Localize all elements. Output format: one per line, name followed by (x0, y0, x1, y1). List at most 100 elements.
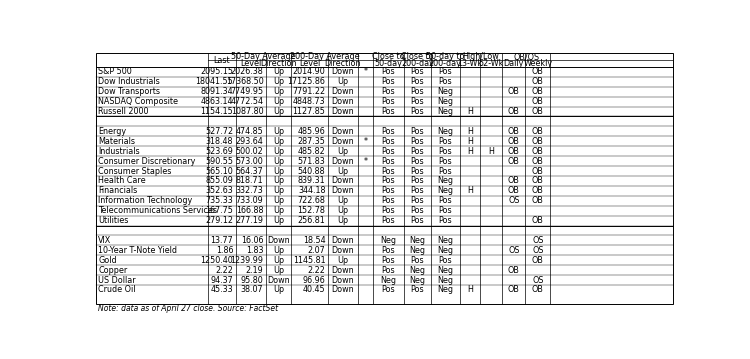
Text: Close to: Close to (372, 52, 404, 61)
Text: 2095.15: 2095.15 (200, 67, 233, 76)
Text: Pos: Pos (382, 196, 395, 205)
Text: Neg: Neg (437, 97, 453, 106)
Text: Up: Up (273, 87, 284, 96)
Text: Financials: Financials (98, 186, 138, 195)
Text: OB: OB (532, 196, 544, 205)
Text: S&P 500: S&P 500 (98, 67, 132, 76)
Text: Pos: Pos (410, 186, 424, 195)
Text: Down: Down (332, 176, 354, 185)
Text: Level: Level (299, 59, 320, 68)
Text: 485.96: 485.96 (298, 127, 326, 136)
Text: 540.88: 540.88 (298, 167, 326, 176)
Text: 2.07: 2.07 (308, 246, 326, 255)
Text: Note: data as of April 27 close. Source: FactSet: Note: data as of April 27 close. Source:… (98, 304, 278, 313)
Text: Direction: Direction (260, 59, 297, 68)
Text: Down: Down (332, 266, 354, 275)
Text: Energy: Energy (98, 127, 127, 136)
Text: Pos: Pos (410, 196, 424, 205)
Text: Down: Down (332, 67, 354, 76)
Text: 4772.54: 4772.54 (230, 97, 263, 106)
Text: Pos: Pos (382, 67, 395, 76)
Text: OB: OB (508, 285, 520, 294)
Text: 152.78: 152.78 (298, 206, 326, 215)
Text: 527.72: 527.72 (205, 127, 233, 136)
Text: Close to: Close to (401, 52, 433, 61)
Text: Pos: Pos (410, 97, 424, 106)
Text: 17368.50: 17368.50 (226, 77, 263, 86)
Text: 166.88: 166.88 (236, 206, 263, 215)
Text: 733.09: 733.09 (236, 196, 263, 205)
Text: Down: Down (332, 127, 354, 136)
Text: 200-Day Average: 200-Day Average (290, 52, 359, 61)
Text: Down: Down (332, 97, 354, 106)
Text: Pos: Pos (410, 87, 424, 96)
Text: Pos: Pos (410, 167, 424, 176)
Text: OB/OS: OB/OS (513, 52, 539, 61)
Text: Neg: Neg (437, 236, 453, 245)
Text: 45.33: 45.33 (211, 285, 233, 294)
Text: Pos: Pos (382, 285, 395, 294)
Text: Pos: Pos (410, 137, 424, 146)
Text: OB: OB (532, 256, 544, 265)
Text: Neg: Neg (437, 186, 453, 195)
Text: 1250.40: 1250.40 (200, 256, 233, 265)
Text: 571.83: 571.83 (298, 157, 326, 165)
Text: 565.10: 565.10 (206, 167, 233, 176)
Text: Pos: Pos (410, 216, 424, 225)
Text: 500.02: 500.02 (236, 147, 263, 156)
Text: *: * (364, 67, 368, 76)
Text: Pos: Pos (439, 67, 452, 76)
Text: 1087.80: 1087.80 (231, 107, 263, 116)
Text: 523.69: 523.69 (206, 147, 233, 156)
Text: Neg: Neg (380, 236, 396, 245)
Text: 4848.73: 4848.73 (292, 97, 326, 106)
Text: Last: Last (214, 56, 230, 65)
Text: 13.77: 13.77 (211, 236, 233, 245)
Text: Consumer Staples: Consumer Staples (98, 167, 172, 176)
Text: H: H (467, 127, 473, 136)
Text: OB: OB (532, 157, 544, 165)
Text: Russell 2000: Russell 2000 (98, 107, 149, 116)
Text: 590.55: 590.55 (206, 157, 233, 165)
Text: Up: Up (273, 137, 284, 146)
Text: 1127.85: 1127.85 (292, 107, 326, 116)
Text: OB: OB (508, 157, 520, 165)
Text: Health Care: Health Care (98, 176, 146, 185)
Text: 7749.95: 7749.95 (230, 87, 263, 96)
Text: *: * (364, 157, 368, 165)
Text: 485.82: 485.82 (298, 147, 326, 156)
Text: OB: OB (508, 266, 520, 275)
Text: H: H (467, 285, 473, 294)
Text: 50-day to: 50-day to (426, 52, 464, 61)
Text: 1.86: 1.86 (216, 246, 233, 255)
Text: Up: Up (338, 196, 349, 205)
Text: Neg: Neg (380, 275, 396, 284)
Text: 839.31: 839.31 (298, 176, 326, 185)
Text: Pos: Pos (382, 77, 395, 86)
Text: 167.75: 167.75 (206, 206, 233, 215)
Text: 474.85: 474.85 (236, 127, 263, 136)
Text: Pos: Pos (410, 67, 424, 76)
Text: 50-day: 50-day (374, 59, 402, 68)
Text: 352.63: 352.63 (206, 186, 233, 195)
Text: Consumer Discretionary: Consumer Discretionary (98, 157, 196, 165)
Text: 2014.90: 2014.90 (292, 67, 326, 76)
Text: Up: Up (273, 77, 284, 86)
Text: OB: OB (508, 176, 520, 185)
Text: Pos: Pos (382, 256, 395, 265)
Text: Up: Up (273, 266, 284, 275)
Text: Up: Up (273, 186, 284, 195)
Text: 1.83: 1.83 (246, 246, 263, 255)
Text: Pos: Pos (382, 97, 395, 106)
Text: Pos: Pos (410, 206, 424, 215)
Text: 95.80: 95.80 (241, 275, 263, 284)
Text: Down: Down (267, 275, 290, 284)
Text: Neg: Neg (437, 246, 453, 255)
Text: Pos: Pos (410, 176, 424, 185)
Text: OS: OS (532, 275, 544, 284)
Text: Up: Up (273, 206, 284, 215)
Text: Pos: Pos (382, 87, 395, 96)
Text: Up: Up (338, 256, 349, 265)
Text: Neg: Neg (437, 285, 453, 294)
Text: Up: Up (273, 67, 284, 76)
